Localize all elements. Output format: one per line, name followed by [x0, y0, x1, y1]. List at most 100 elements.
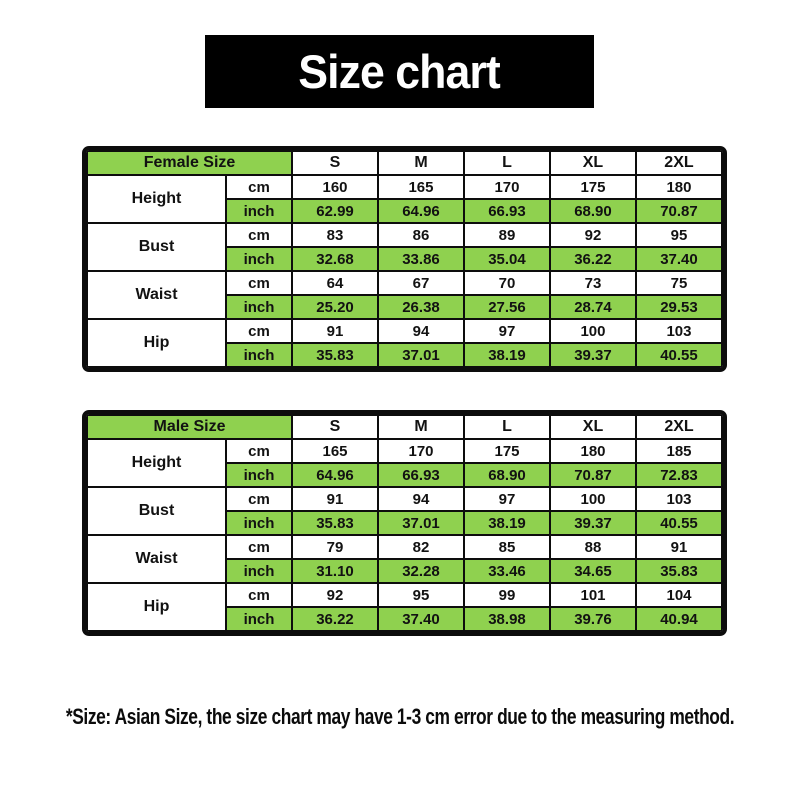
value-cell: 37.01 — [377, 342, 465, 368]
table-title-cell: Male Size — [86, 414, 293, 440]
size-column-header-xl: XL — [549, 414, 637, 440]
table-row: inch 31.10 32.28 33.46 34.65 35.83 — [87, 558, 723, 584]
unit-label-cm: cm — [224, 318, 294, 344]
table-row: inch 62.99 64.96 66.93 68.90 70.87 — [87, 198, 723, 224]
unit-label-inch: inch — [225, 558, 293, 584]
size-column-header-s: S — [291, 414, 379, 440]
value-cell: 82 — [377, 534, 465, 560]
table-row: Waist cm 79 82 85 88 91 — [86, 534, 723, 584]
unit-label-cm: cm — [225, 582, 293, 608]
male-size-table: Male Size S M L XL 2XL Height cm 165 170… — [82, 410, 727, 636]
value-cell: 175 — [548, 174, 637, 200]
value-cell: 31.10 — [291, 558, 379, 584]
table-header-row: Male Size S M L XL 2XL — [86, 414, 723, 440]
value-cell: 91 — [635, 534, 723, 560]
table-row: inch 36.22 37.40 38.98 39.76 40.94 — [87, 606, 723, 632]
value-cell: 103 — [634, 318, 723, 344]
value-cell: 99 — [463, 582, 551, 608]
measurement-label-height: Height — [86, 174, 227, 224]
value-cell: 85 — [463, 534, 551, 560]
value-cell: 33.46 — [463, 558, 551, 584]
value-cell: 40.55 — [635, 510, 723, 536]
measurement-label-bust: Bust — [86, 486, 227, 536]
size-column-header-xl: XL — [548, 150, 637, 176]
value-cell: 79 — [291, 534, 379, 560]
value-cell: 91 — [291, 318, 379, 344]
value-cell: 64.96 — [291, 462, 379, 488]
footnote-text: *Size: Asian Size, the size chart may ha… — [65, 704, 735, 729]
value-cell: 35.83 — [635, 558, 723, 584]
size-column-header-2xl: 2XL — [635, 414, 723, 440]
unit-label-inch: inch — [224, 294, 294, 320]
table-row: Hip cm 92 95 99 101 104 — [86, 582, 723, 632]
value-cell: 175 — [463, 438, 551, 464]
size-column-header-m: M — [377, 150, 465, 176]
value-cell: 160 — [291, 174, 379, 200]
value-cell: 165 — [377, 174, 465, 200]
value-cell: 40.94 — [635, 606, 723, 632]
table-row: Bust cm 83 86 89 92 95 — [86, 222, 723, 272]
value-cell: 32.28 — [377, 558, 465, 584]
value-cell: 97 — [462, 318, 551, 344]
value-cell: 37.40 — [377, 606, 465, 632]
table-row: inch 25.20 26.38 27.56 28.74 29.53 — [87, 294, 723, 320]
unit-label-inch: inch — [224, 198, 294, 224]
unit-label-cm: cm — [224, 174, 294, 200]
value-cell: 95 — [634, 222, 723, 248]
value-cell: 25.20 — [291, 294, 379, 320]
measurement-label-waist: Waist — [86, 270, 227, 320]
value-cell: 70.87 — [634, 198, 723, 224]
size-column-header-m: M — [377, 414, 465, 440]
value-cell: 64.96 — [377, 198, 465, 224]
value-cell: 101 — [549, 582, 637, 608]
unit-label-cm: cm — [225, 534, 293, 560]
value-cell: 39.37 — [549, 510, 637, 536]
value-cell: 180 — [549, 438, 637, 464]
value-cell: 38.19 — [462, 342, 551, 368]
measurement-label-waist: Waist — [86, 534, 227, 584]
value-cell: 92 — [291, 582, 379, 608]
table-row: inch 32.68 33.86 35.04 36.22 37.40 — [87, 246, 723, 272]
value-cell: 103 — [635, 486, 723, 512]
male-size-table-grid: Male Size S M L XL 2XL Height cm 165 170… — [86, 414, 723, 632]
measurement-label-bust: Bust — [86, 222, 227, 272]
measurement-label-hip: Hip — [86, 582, 227, 632]
unit-label-inch: inch — [225, 462, 293, 488]
table-title-cell: Female Size — [86, 150, 294, 176]
unit-label-cm: cm — [224, 270, 294, 296]
value-cell: 35.04 — [462, 246, 551, 272]
table-row: Height cm 165 170 175 180 185 — [86, 438, 723, 488]
table-header-row: Female Size S M L XL 2XL — [86, 150, 723, 176]
value-cell: 68.90 — [463, 462, 551, 488]
measurement-label-height: Height — [86, 438, 227, 488]
value-cell: 88 — [549, 534, 637, 560]
unit-label-cm: cm — [225, 438, 293, 464]
value-cell: 86 — [377, 222, 465, 248]
value-cell: 165 — [291, 438, 379, 464]
value-cell: 26.38 — [377, 294, 465, 320]
measurement-label-hip: Hip — [86, 318, 227, 368]
value-cell: 83 — [291, 222, 379, 248]
value-cell: 34.65 — [549, 558, 637, 584]
table-row: Waist cm 64 67 70 73 75 — [86, 270, 723, 320]
size-column-header-l: L — [462, 150, 551, 176]
value-cell: 70.87 — [549, 462, 637, 488]
footnote: *Size: Asian Size, the size chart may ha… — [0, 700, 800, 734]
value-cell: 40.55 — [634, 342, 723, 368]
value-cell: 72.83 — [635, 462, 723, 488]
value-cell: 67 — [377, 270, 465, 296]
value-cell: 66.93 — [462, 198, 551, 224]
value-cell: 27.56 — [462, 294, 551, 320]
value-cell: 185 — [635, 438, 723, 464]
value-cell: 180 — [634, 174, 723, 200]
value-cell: 37.01 — [377, 510, 465, 536]
title-banner: Size chart — [205, 35, 594, 108]
female-size-table: Female Size S M L XL 2XL Height cm 160 1… — [82, 146, 727, 372]
female-size-table-grid: Female Size S M L XL 2XL Height cm 160 1… — [86, 150, 723, 368]
value-cell: 64 — [291, 270, 379, 296]
value-cell: 100 — [548, 318, 637, 344]
size-column-header-s: S — [291, 150, 379, 176]
value-cell: 73 — [548, 270, 637, 296]
table-row: inch 64.96 66.93 68.90 70.87 72.83 — [87, 462, 723, 488]
unit-label-cm: cm — [224, 222, 294, 248]
